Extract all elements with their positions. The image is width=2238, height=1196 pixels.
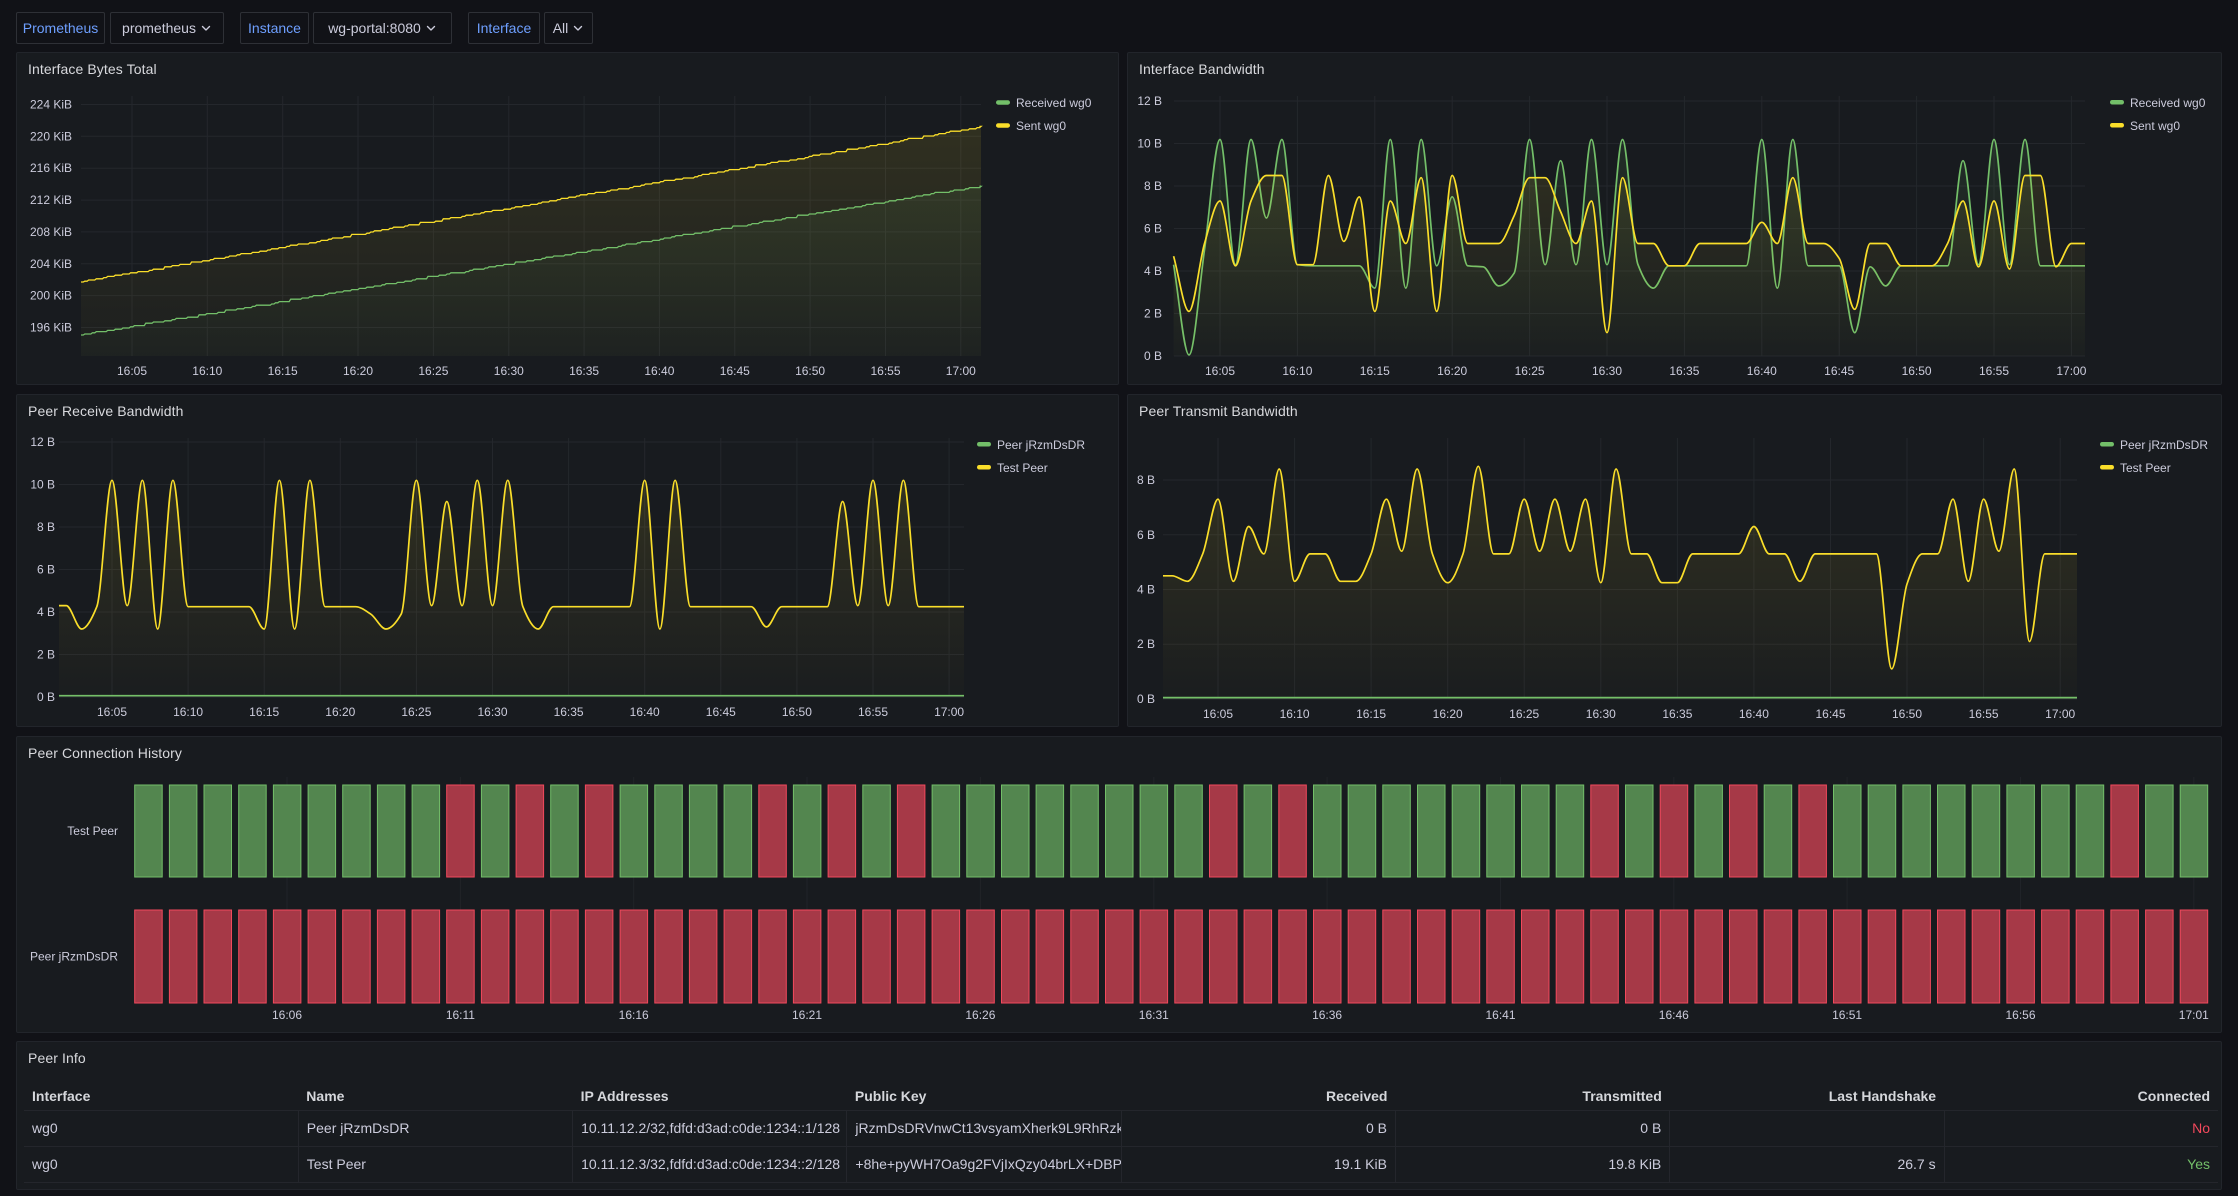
svg-text:12 B: 12 B bbox=[30, 435, 55, 449]
svg-text:6 B: 6 B bbox=[37, 563, 55, 577]
svg-text:16:31: 16:31 bbox=[1139, 1008, 1169, 1022]
svg-text:16:30: 16:30 bbox=[494, 364, 524, 378]
svg-text:16:40: 16:40 bbox=[644, 364, 674, 378]
svg-text:16:35: 16:35 bbox=[569, 364, 599, 378]
svg-text:16:15: 16:15 bbox=[249, 705, 279, 719]
svg-text:16:45: 16:45 bbox=[720, 364, 750, 378]
svg-text:16:20: 16:20 bbox=[1437, 364, 1467, 378]
svg-text:16:10: 16:10 bbox=[173, 705, 203, 719]
svg-text:4 B: 4 B bbox=[1137, 583, 1155, 597]
svg-text:Received wg0: Received wg0 bbox=[1016, 96, 1092, 110]
svg-text:2 B: 2 B bbox=[1144, 307, 1162, 321]
svg-text:10 B: 10 B bbox=[30, 478, 55, 492]
svg-text:17:00: 17:00 bbox=[2056, 364, 2086, 378]
svg-text:Test Peer: Test Peer bbox=[67, 824, 118, 838]
svg-text:16:35: 16:35 bbox=[1662, 707, 1692, 721]
svg-text:0 B: 0 B bbox=[1137, 692, 1155, 706]
svg-text:17:00: 17:00 bbox=[946, 364, 976, 378]
svg-text:16:26: 16:26 bbox=[965, 1008, 995, 1022]
svg-text:16:05: 16:05 bbox=[97, 705, 127, 719]
svg-text:16:30: 16:30 bbox=[477, 705, 507, 719]
svg-text:16:40: 16:40 bbox=[630, 705, 660, 719]
svg-text:Received wg0: Received wg0 bbox=[2130, 96, 2206, 110]
svg-text:2 B: 2 B bbox=[37, 648, 55, 662]
svg-text:Peer jRzmDsDR: Peer jRzmDsDR bbox=[997, 438, 1085, 452]
svg-text:8 B: 8 B bbox=[1137, 473, 1155, 487]
svg-text:16:21: 16:21 bbox=[792, 1008, 822, 1022]
svg-text:10 B: 10 B bbox=[1137, 137, 1162, 151]
svg-text:16:55: 16:55 bbox=[870, 364, 900, 378]
svg-text:16:25: 16:25 bbox=[401, 705, 431, 719]
svg-text:16:10: 16:10 bbox=[192, 364, 222, 378]
svg-text:16:55: 16:55 bbox=[1969, 707, 1999, 721]
svg-text:16:25: 16:25 bbox=[1509, 707, 1539, 721]
svg-text:16:15: 16:15 bbox=[268, 364, 298, 378]
svg-text:16:30: 16:30 bbox=[1592, 364, 1622, 378]
svg-text:Sent wg0: Sent wg0 bbox=[1016, 119, 1066, 133]
svg-text:204 KiB: 204 KiB bbox=[30, 257, 72, 271]
svg-text:16:25: 16:25 bbox=[1515, 364, 1545, 378]
svg-text:16:50: 16:50 bbox=[795, 364, 825, 378]
svg-text:196 KiB: 196 KiB bbox=[30, 321, 72, 335]
svg-text:4 B: 4 B bbox=[37, 605, 55, 619]
svg-text:16:45: 16:45 bbox=[1824, 364, 1854, 378]
svg-text:Test Peer: Test Peer bbox=[997, 461, 1048, 475]
svg-text:17:01: 17:01 bbox=[2179, 1008, 2209, 1022]
svg-text:16:40: 16:40 bbox=[1747, 364, 1777, 378]
svg-text:16:55: 16:55 bbox=[1979, 364, 2009, 378]
svg-text:Test Peer: Test Peer bbox=[2120, 461, 2171, 475]
svg-text:12 B: 12 B bbox=[1137, 94, 1162, 108]
svg-text:224 KiB: 224 KiB bbox=[30, 98, 72, 112]
svg-text:16:05: 16:05 bbox=[1205, 364, 1235, 378]
svg-text:16:20: 16:20 bbox=[325, 705, 355, 719]
svg-text:17:00: 17:00 bbox=[2045, 707, 2075, 721]
svg-text:16:35: 16:35 bbox=[1669, 364, 1699, 378]
svg-text:216 KiB: 216 KiB bbox=[30, 161, 72, 175]
svg-text:16:10: 16:10 bbox=[1280, 707, 1310, 721]
svg-text:16:51: 16:51 bbox=[1832, 1008, 1862, 1022]
svg-text:6 B: 6 B bbox=[1137, 528, 1155, 542]
svg-text:16:40: 16:40 bbox=[1739, 707, 1769, 721]
svg-text:16:36: 16:36 bbox=[1312, 1008, 1342, 1022]
svg-text:208 KiB: 208 KiB bbox=[30, 225, 72, 239]
svg-text:16:20: 16:20 bbox=[1433, 707, 1463, 721]
svg-text:16:35: 16:35 bbox=[554, 705, 584, 719]
svg-text:16:55: 16:55 bbox=[858, 705, 888, 719]
svg-text:220 KiB: 220 KiB bbox=[30, 129, 72, 143]
svg-text:16:05: 16:05 bbox=[1203, 707, 1233, 721]
svg-text:16:50: 16:50 bbox=[782, 705, 812, 719]
svg-text:16:05: 16:05 bbox=[117, 364, 147, 378]
svg-text:200 KiB: 200 KiB bbox=[30, 289, 72, 303]
svg-text:Peer jRzmDsDR: Peer jRzmDsDR bbox=[2120, 438, 2208, 452]
svg-text:2 B: 2 B bbox=[1137, 637, 1155, 651]
svg-text:8 B: 8 B bbox=[37, 520, 55, 534]
svg-text:16:10: 16:10 bbox=[1282, 364, 1312, 378]
svg-text:16:25: 16:25 bbox=[418, 364, 448, 378]
svg-text:Peer jRzmDsDR: Peer jRzmDsDR bbox=[30, 950, 118, 964]
svg-text:16:41: 16:41 bbox=[1485, 1008, 1515, 1022]
svg-text:16:11: 16:11 bbox=[446, 1008, 475, 1022]
svg-text:16:45: 16:45 bbox=[706, 705, 736, 719]
svg-text:16:56: 16:56 bbox=[2005, 1008, 2035, 1022]
svg-text:16:46: 16:46 bbox=[1659, 1008, 1689, 1022]
svg-text:0 B: 0 B bbox=[1144, 349, 1162, 363]
svg-text:16:06: 16:06 bbox=[272, 1008, 302, 1022]
svg-text:17:00: 17:00 bbox=[934, 705, 964, 719]
svg-text:16:50: 16:50 bbox=[1902, 364, 1932, 378]
svg-text:6 B: 6 B bbox=[1144, 222, 1162, 236]
svg-text:16:15: 16:15 bbox=[1360, 364, 1390, 378]
svg-text:16:16: 16:16 bbox=[619, 1008, 649, 1022]
svg-text:4 B: 4 B bbox=[1144, 264, 1162, 278]
svg-text:8 B: 8 B bbox=[1144, 179, 1162, 193]
svg-text:16:15: 16:15 bbox=[1356, 707, 1386, 721]
svg-text:16:20: 16:20 bbox=[343, 364, 373, 378]
svg-text:212 KiB: 212 KiB bbox=[30, 193, 72, 207]
svg-text:0 B: 0 B bbox=[37, 690, 55, 704]
svg-text:16:30: 16:30 bbox=[1586, 707, 1616, 721]
svg-text:16:50: 16:50 bbox=[1892, 707, 1922, 721]
svg-text:16:45: 16:45 bbox=[1815, 707, 1845, 721]
svg-text:Sent wg0: Sent wg0 bbox=[2130, 119, 2180, 133]
